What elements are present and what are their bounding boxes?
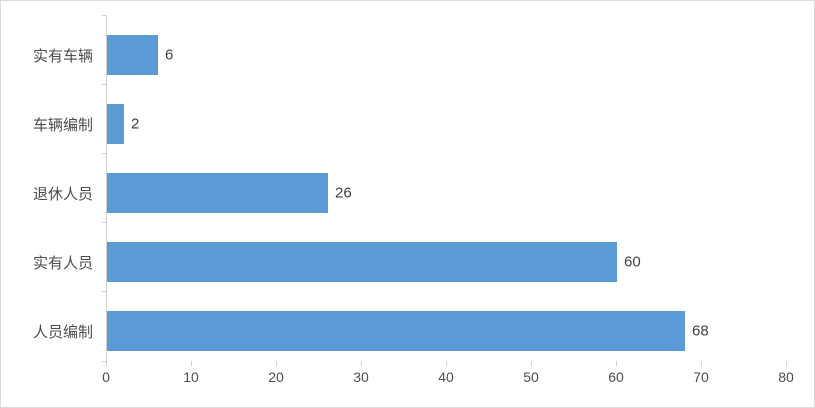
bar-value-label-4: 68 (692, 322, 709, 340)
bar-value-label-3: 60 (624, 253, 641, 271)
value-axis-label-1: 10 (183, 369, 199, 385)
value-axis-tick-7 (701, 361, 702, 366)
value-axis-tick-1 (191, 361, 192, 366)
category-axis-tick (102, 84, 106, 85)
bar-row-0[interactable]: 6 (107, 35, 807, 75)
value-axis-tick-8 (786, 361, 787, 366)
bar-value-label-0: 6 (165, 46, 174, 64)
category-label-0: 实有车辆 (32, 47, 93, 65)
value-axis-tick-5 (531, 361, 532, 366)
value-axis-tick-3 (361, 361, 362, 366)
category-axis-tick (102, 15, 106, 16)
bar-row-4[interactable]: 68 (107, 311, 807, 351)
value-axis-tick-2 (276, 361, 277, 366)
category-axis-tick (102, 291, 106, 292)
bar-value-label-2: 26 (335, 184, 352, 202)
value-axis-tick-6 (616, 361, 617, 366)
category-label-2: 退休人员 (32, 185, 93, 203)
bar-value-label-1: 2 (131, 115, 140, 133)
bar-row-3[interactable]: 60 (107, 242, 807, 282)
value-axis-label-0: 0 (102, 369, 110, 385)
value-axis-tick-4 (446, 361, 447, 366)
category-label-1: 车辆编制 (32, 116, 93, 134)
category-axis-tick (102, 222, 106, 223)
bar-row-2[interactable]: 26 (107, 173, 807, 213)
category-label-4: 人员编制 (32, 323, 93, 341)
category-axis-tick (102, 153, 106, 154)
value-axis-label-6: 60 (608, 369, 624, 385)
bar-3[interactable] (107, 242, 617, 282)
category-axis-line (106, 15, 107, 361)
value-axis-label-7: 70 (693, 369, 709, 385)
value-axis-label-8: 80 (778, 369, 794, 385)
value-axis-tick-0 (106, 361, 107, 366)
bar-4[interactable] (107, 311, 685, 351)
value-axis-label-4: 40 (438, 369, 454, 385)
category-label-3: 实有人员 (32, 254, 93, 272)
bar-2[interactable] (107, 173, 328, 213)
value-axis-label-2: 20 (268, 369, 284, 385)
bar-0[interactable] (107, 35, 158, 75)
category-axis-tick (102, 361, 106, 362)
bar-1[interactable] (107, 104, 124, 144)
value-axis-label-3: 30 (353, 369, 369, 385)
bar-row-1[interactable]: 2 (107, 104, 807, 144)
value-axis-label-5: 50 (523, 369, 539, 385)
